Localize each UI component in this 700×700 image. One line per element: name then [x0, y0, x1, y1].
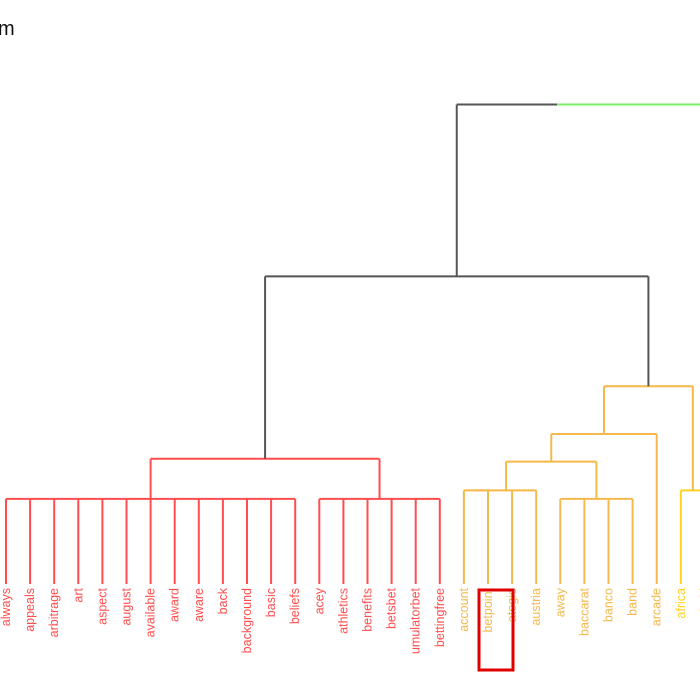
leaf-labels: always appeals arbitrage art aspect august ava…	[0, 587, 700, 654]
leaf-label-always: always	[0, 588, 13, 626]
leaf-label-aware: aware	[192, 588, 206, 622]
leaf-label-away: away	[553, 587, 567, 617]
leaf-label-appeals: appeals	[23, 588, 37, 632]
leaf-label-background: background	[240, 588, 254, 653]
leaf-label-art: art	[71, 587, 85, 602]
highlight-box	[477, 588, 515, 672]
leaf-label-acey: acey	[312, 587, 326, 614]
leaf-label-august: august	[120, 587, 134, 625]
leaf-label-arcade: arcade	[650, 588, 664, 626]
dendrogram-links	[5, 103, 700, 584]
leaf-label-betpoint: betpoint	[481, 587, 495, 632]
leaf-label-back: back	[216, 587, 230, 614]
leaf-label-basic: basic	[264, 588, 278, 617]
leaf-label-account: account	[457, 587, 471, 631]
leaf-label-banco: banco	[602, 588, 616, 622]
leaf-label-award: award	[168, 588, 182, 622]
leaf-label-android: android	[698, 588, 700, 630]
leaf-label-betsbet: betsbet	[385, 587, 399, 629]
leaf-label-band: band	[626, 588, 640, 616]
leaf-label-athletics: athletics	[336, 588, 350, 634]
leaf-label-arbitrage: arbitrage	[47, 588, 61, 637]
leaf-label-bettingfree: bettingfree	[433, 588, 447, 647]
leaf-label-aspect: aspect	[95, 587, 109, 624]
overlay-layer	[477, 588, 515, 672]
leaf-label-umulatorbet: umulatorbet	[409, 587, 423, 654]
leaf-label-beliefs: beliefs	[288, 588, 302, 624]
leaf-label-africa: africa	[674, 588, 688, 619]
leaf-label-baccarat: baccarat	[577, 587, 591, 635]
leaf-label-austria: austria	[529, 588, 543, 626]
leaf-label-available: available	[144, 588, 158, 637]
chart-title: m	[0, 18, 15, 40]
leaf-label-benefits: benefits	[361, 588, 375, 632]
